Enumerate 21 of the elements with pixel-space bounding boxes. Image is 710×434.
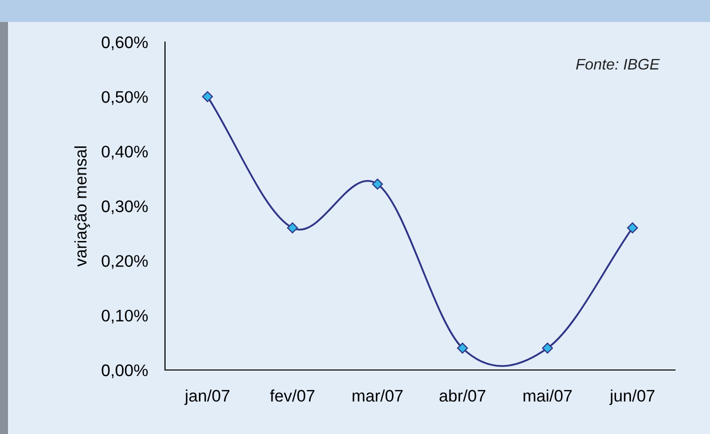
x-tick-label: jun/07 (609, 389, 654, 405)
point (627, 222, 638, 234)
annotation: Fonte: IBGE (576, 58, 660, 70)
y-tick-label: 0,60% (102, 36, 148, 50)
y-tick-label: 0,10% (102, 310, 148, 324)
x-tick-label: jan/07 (184, 389, 230, 405)
x-tick-label: abr/07 (440, 389, 486, 402)
point (542, 342, 553, 354)
point (287, 222, 298, 234)
x-tick-label: mai/07 (524, 389, 572, 402)
y-tick-label: 0,50% (102, 91, 148, 105)
y-tick-label: 0,30% (102, 200, 148, 214)
y-tick-label: 0,40% (102, 146, 148, 160)
x-tick-label: fev/07 (270, 389, 314, 402)
y-axis-title: variação mensal (74, 146, 90, 267)
x-tick-label: mar/07 (352, 389, 403, 402)
point (457, 342, 468, 354)
point (202, 91, 213, 102)
y-tick-label: 0,00% (102, 364, 148, 378)
point (372, 178, 383, 190)
y-tick-label: 0,20% (102, 255, 148, 269)
